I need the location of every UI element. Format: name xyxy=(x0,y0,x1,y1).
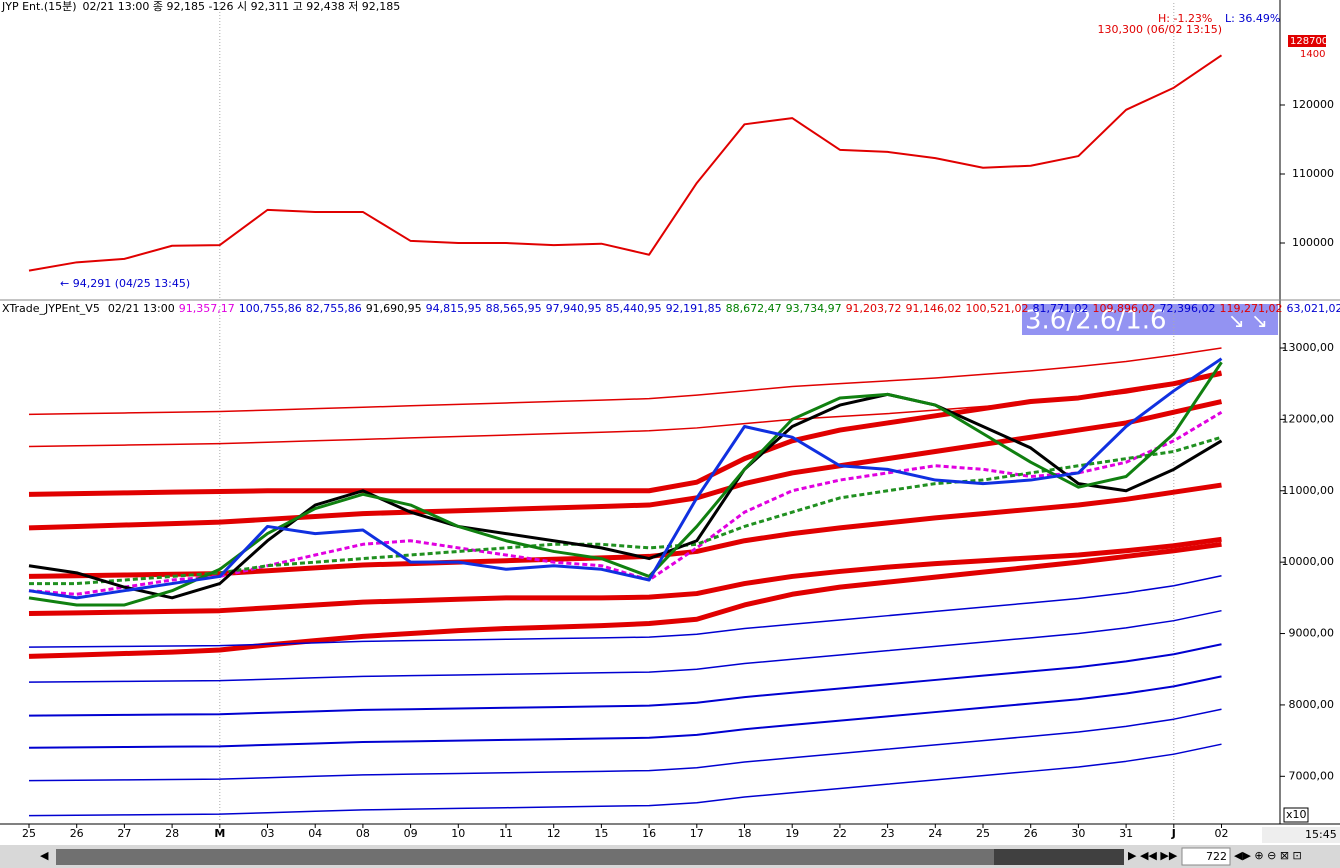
x-tick-label: 11 xyxy=(499,827,513,840)
price-tag: 128700 xyxy=(1290,36,1328,47)
indicator-line xyxy=(28,643,1222,717)
scroll-left[interactable]: ◀ xyxy=(40,849,49,862)
indicator-value: 91,146,02 xyxy=(906,302,962,315)
count-box[interactable] xyxy=(1181,847,1231,866)
x-tick-label: 18 xyxy=(738,827,752,840)
x-tick-label: 12 xyxy=(547,827,561,840)
indicator-line xyxy=(28,609,1222,683)
y-tick-label: 110000 xyxy=(1292,167,1334,180)
indicator-value: 85,440,95 xyxy=(606,302,662,315)
count-label: 722 xyxy=(1206,850,1227,863)
scroll-buttons[interactable]: ▶ ◀◀ ▶▶ xyxy=(1128,849,1178,862)
indicator-value: 109,896,02 xyxy=(1093,302,1156,315)
indicator-value: 91,357,17 xyxy=(179,302,235,315)
annotation: L: 36.49% xyxy=(1225,12,1280,25)
price-line xyxy=(28,54,1223,272)
indicator-line xyxy=(28,708,1222,782)
y-tick-label: 7000,00 xyxy=(1289,769,1335,782)
x-tick-label: M xyxy=(214,827,225,840)
indicator-value: 63,021,02 xyxy=(1286,302,1340,315)
chart-subtitle: 02/21 13:00 종 92,185 -126 시 92,311 고 92,… xyxy=(83,0,401,13)
y-tick-label: 8000,00 xyxy=(1289,698,1335,711)
x-tick-label: 30 xyxy=(1071,827,1085,840)
scale-label: x10 xyxy=(1286,808,1307,821)
x-tick-label: 02 xyxy=(1215,827,1229,840)
x-tick-label: 19 xyxy=(785,827,799,840)
price-tag-sub: 1400 xyxy=(1300,49,1325,60)
indicator-line xyxy=(28,574,1222,648)
annotation: H: -1.23% xyxy=(1158,12,1212,25)
x-tick-label: 27 xyxy=(117,827,131,840)
toolbar-icons[interactable] xyxy=(1262,827,1340,843)
indicator-title: XTrade_JYPEnt_V5 xyxy=(2,302,100,315)
x-tick-label: 28 xyxy=(165,827,179,840)
x-tick-label: 31 xyxy=(1119,827,1133,840)
x-tick-label: 03 xyxy=(261,827,275,840)
indicator-line xyxy=(28,675,1222,749)
indicator-line xyxy=(28,347,1222,416)
indicator-value: 88,565,95 xyxy=(486,302,542,315)
y-tick-label: 10000,00 xyxy=(1282,555,1335,568)
indicator-line xyxy=(28,541,1222,659)
x-tick-label: 08 xyxy=(356,827,370,840)
indicator-value: 100,755,86 xyxy=(239,302,302,315)
indicator-line xyxy=(28,392,1223,600)
indicator-value: 81,771,02 xyxy=(1033,302,1089,315)
x-tick-label: 26 xyxy=(1024,827,1038,840)
y-tick-label: 100000 xyxy=(1292,236,1334,249)
price-tag-box xyxy=(1288,35,1326,47)
indicator-value: 97,940,95 xyxy=(546,302,602,315)
x-tick-label: 09 xyxy=(404,827,418,840)
indicator-value: 94,815,95 xyxy=(426,302,482,315)
x-tick-label: J xyxy=(1171,827,1176,840)
chart-title: JYP Ent.(15분) xyxy=(1,0,77,13)
indicator-line xyxy=(28,361,1223,607)
annotation: 130,300 (06/02 13:15) xyxy=(1098,23,1222,36)
overlay-text: 3.6/2.6/1.6 xyxy=(1025,306,1167,336)
y-tick-label: 120000 xyxy=(1292,98,1334,111)
indicator-value: 91,690,95 xyxy=(366,302,422,315)
y-tick-label: 11000,00 xyxy=(1282,484,1335,497)
indicator-value: 72,396,02 xyxy=(1159,302,1215,315)
indicator-line xyxy=(28,536,1222,617)
x-tick-label: 10 xyxy=(451,827,465,840)
x-tick-label: 25 xyxy=(976,827,990,840)
y-tick-label: 9000,00 xyxy=(1289,627,1335,640)
x-tick-label: 26 xyxy=(70,827,84,840)
scroll-thumb[interactable] xyxy=(994,849,1124,865)
indicator-line xyxy=(28,482,1222,579)
y-tick-label: 12000,00 xyxy=(1282,412,1335,425)
indicator-line xyxy=(28,370,1223,497)
scale-box xyxy=(1283,807,1309,823)
x-tick-label: 23 xyxy=(881,827,895,840)
x-tick-label: 04 xyxy=(308,827,322,840)
x-tick-label: 16 xyxy=(642,827,656,840)
indicator-value: 93,734,97 xyxy=(786,302,842,315)
scroll-overview xyxy=(56,849,994,865)
zoom-buttons[interactable]: ◀▶ ⊕ ⊖ ⊠ ⊡ xyxy=(1234,849,1302,862)
x-tick-label: 25 xyxy=(22,827,36,840)
indicator-value: 82,755,86 xyxy=(306,302,362,315)
indicator-subtitle: 02/21 13:00 xyxy=(108,302,175,315)
indicator-value: 119,271,02 xyxy=(1219,302,1282,315)
overlay-box xyxy=(1022,304,1278,335)
indicator-line xyxy=(29,435,1222,586)
x-tick-label: 17 xyxy=(690,827,704,840)
time-label: 15:45 xyxy=(1305,828,1337,841)
x-tick-label: 24 xyxy=(928,827,942,840)
indicator-line xyxy=(28,357,1223,600)
indicator-value: 91,203,72 xyxy=(846,302,902,315)
indicator-value: 88,672,47 xyxy=(726,302,782,315)
y-tick-label: 13000,00 xyxy=(1282,341,1335,354)
indicator-value: 92,191,85 xyxy=(666,302,722,315)
indicator-value: 100,521,02 xyxy=(966,302,1029,315)
indicator-line xyxy=(28,399,1223,531)
x-tick-label: 22 xyxy=(833,827,847,840)
indicator-line xyxy=(28,743,1222,817)
overlay-arrows: ↘ ↘ xyxy=(1228,309,1268,333)
annotation: ← 94,291 (04/25 13:45) xyxy=(60,277,190,290)
x-tick-label: 15 xyxy=(594,827,608,840)
